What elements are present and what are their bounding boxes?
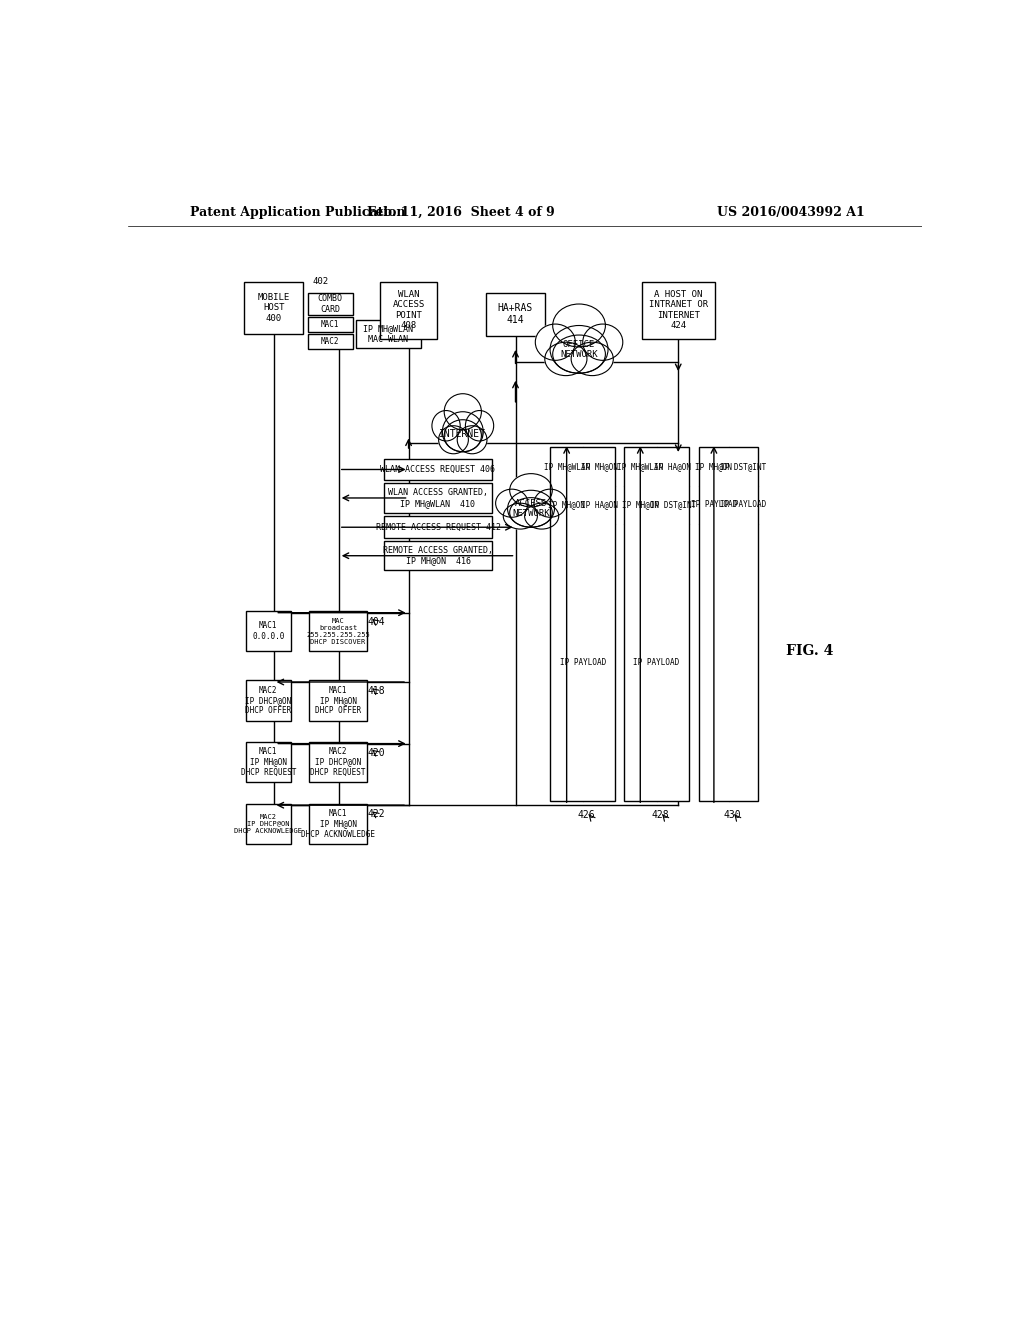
Bar	[384, 459, 493, 480]
Text: REMOTE ACCESS REQUEST 412: REMOTE ACCESS REQUEST 412	[376, 523, 501, 532]
Text: WLAN
ACCESS
POINT
408: WLAN ACCESS POINT 408	[392, 290, 425, 330]
Text: 420: 420	[368, 748, 385, 758]
Ellipse shape	[442, 412, 483, 451]
Text: COMBO
CARD: COMBO CARD	[317, 294, 343, 314]
Text: 430: 430	[724, 810, 741, 820]
Text: WLAN ACCESS REQUEST 406: WLAN ACCESS REQUEST 406	[381, 465, 496, 474]
Text: MAC2
IP DHCP@ON
DHCP REQUEST: MAC2 IP DHCP@ON DHCP REQUEST	[310, 747, 366, 777]
Ellipse shape	[536, 323, 575, 360]
Text: REMOTE ACCESS GRANTED,
IP MH@ON  416: REMOTE ACCESS GRANTED, IP MH@ON 416	[383, 546, 493, 565]
Text: MAC2
IP DHCP@ON
DHCP ACKNOWLEDGE: MAC2 IP DHCP@ON DHCP ACKNOWLEDGE	[234, 813, 302, 834]
Bar	[309, 742, 368, 781]
Text: MAC1
IP MH@ON
DHCP OFFER: MAC1 IP MH@ON DHCP OFFER	[315, 685, 361, 715]
Bar	[246, 742, 291, 781]
Text: WLAN ACCESS GRANTED,
IP MH@WLAN  410: WLAN ACCESS GRANTED, IP MH@WLAN 410	[388, 488, 488, 508]
Text: IP HA@ON: IP HA@ON	[581, 500, 617, 510]
Bar	[380, 281, 437, 339]
Text: MAC2
IP DHCP@ON
DHCP OFFER: MAC2 IP DHCP@ON DHCP OFFER	[245, 685, 292, 715]
Text: IP PAYLOAD: IP PAYLOAD	[634, 659, 680, 667]
Bar	[550, 447, 615, 801]
Ellipse shape	[496, 490, 528, 517]
Text: US 2016/0043992 A1: US 2016/0043992 A1	[717, 206, 864, 219]
Bar	[384, 516, 493, 539]
Text: HA+RAS
414: HA+RAS 414	[498, 304, 534, 325]
Text: IP MH@ON: IP MH@ON	[548, 500, 585, 510]
Text: FIG. 4: FIG. 4	[786, 644, 834, 659]
Ellipse shape	[510, 498, 552, 527]
Ellipse shape	[550, 326, 608, 374]
Bar	[246, 681, 291, 721]
Text: IP MH@WLAN
MAC WLAN: IP MH@WLAN MAC WLAN	[364, 325, 414, 343]
Text: Patent Application Publication: Patent Application Publication	[190, 206, 406, 219]
Text: IP HA@ON: IP HA@ON	[654, 462, 691, 471]
Bar	[308, 334, 352, 350]
Ellipse shape	[458, 426, 487, 454]
Bar	[309, 611, 368, 651]
Text: 402: 402	[313, 277, 329, 286]
Bar	[246, 611, 291, 651]
Text: 422: 422	[368, 809, 385, 820]
Text: IP DST@INT: IP DST@INT	[720, 462, 767, 471]
Text: 404: 404	[368, 616, 385, 627]
Bar	[384, 541, 493, 570]
Bar	[308, 317, 352, 333]
Text: Feb. 11, 2016  Sheet 4 of 9: Feb. 11, 2016 Sheet 4 of 9	[368, 206, 555, 219]
Text: OFFICE
NETWORK: OFFICE NETWORK	[560, 339, 598, 359]
Text: MAC
broadcast
255.255.255.255
DHCP DISCOVER: MAC broadcast 255.255.255.255 DHCP DISCO…	[306, 618, 370, 644]
Ellipse shape	[534, 490, 566, 517]
Bar	[309, 804, 368, 843]
Ellipse shape	[432, 411, 460, 441]
Ellipse shape	[465, 411, 494, 441]
Ellipse shape	[571, 342, 613, 376]
Text: A HOST ON
INTRANET OR
INTERNET
424: A HOST ON INTRANET OR INTERNET 424	[648, 290, 708, 330]
Text: IP MH@ON: IP MH@ON	[581, 462, 617, 471]
Ellipse shape	[545, 342, 587, 376]
Ellipse shape	[510, 474, 552, 507]
Text: IP MH@ON: IP MH@ON	[695, 462, 732, 471]
Text: IP MH@ON: IP MH@ON	[622, 500, 658, 510]
Ellipse shape	[583, 323, 623, 360]
Ellipse shape	[524, 503, 559, 529]
Text: MAC1
IP MH@ON
DHCP ACKNOWLEDGE: MAC1 IP MH@ON DHCP ACKNOWLEDGE	[301, 809, 375, 838]
Text: IP DST@INT: IP DST@INT	[649, 500, 696, 510]
Text: 426: 426	[578, 810, 596, 820]
Bar	[356, 321, 421, 348]
Text: MAC1
IP MH@ON
DHCP REQUEST: MAC1 IP MH@ON DHCP REQUEST	[241, 747, 296, 777]
Ellipse shape	[444, 393, 481, 430]
Text: IP PAYLOAD: IP PAYLOAD	[691, 500, 737, 510]
Bar	[624, 447, 689, 801]
Ellipse shape	[553, 335, 605, 374]
Ellipse shape	[444, 420, 481, 451]
Text: IP PAYLOAD: IP PAYLOAD	[720, 500, 767, 510]
Text: MAC2: MAC2	[322, 337, 340, 346]
Ellipse shape	[503, 503, 538, 529]
Bar	[384, 483, 493, 512]
Text: MAC1
0.0.0.0: MAC1 0.0.0.0	[252, 622, 285, 642]
Text: IP PAYLOAD: IP PAYLOAD	[560, 659, 606, 667]
Ellipse shape	[553, 304, 605, 347]
Bar	[642, 281, 715, 339]
Text: 428: 428	[651, 810, 670, 820]
Text: INTERNET: INTERNET	[439, 429, 486, 440]
Text: IP MH@WLAN: IP MH@WLAN	[544, 462, 590, 471]
Ellipse shape	[438, 426, 468, 454]
Bar	[699, 447, 758, 801]
Bar	[486, 293, 545, 335]
Ellipse shape	[508, 490, 554, 527]
Text: 418: 418	[368, 686, 385, 696]
Bar	[246, 804, 291, 843]
Text: MOBILE
HOST
400: MOBILE HOST 400	[258, 293, 290, 322]
Text: ACCESS
NETWORK: ACCESS NETWORK	[512, 499, 550, 519]
Bar	[245, 281, 303, 334]
Text: MAC1: MAC1	[322, 321, 340, 329]
Text: IP MH@WLAN: IP MH@WLAN	[617, 462, 664, 471]
Bar	[308, 293, 352, 314]
Bar	[309, 681, 368, 721]
